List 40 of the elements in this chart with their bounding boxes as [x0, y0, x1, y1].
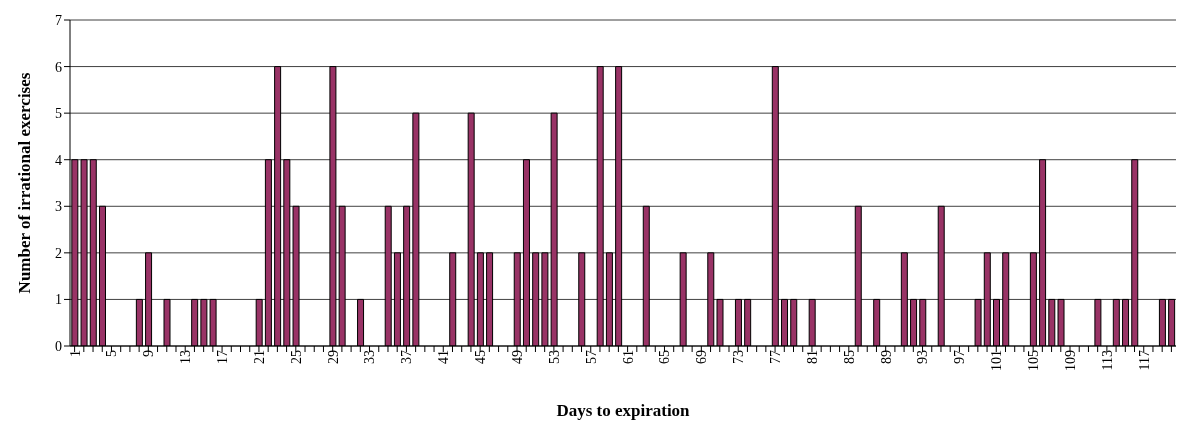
- y-axis-title: Number of irrational exercises: [15, 72, 35, 294]
- x-tick-label: 85: [841, 350, 857, 364]
- y-tick-label: 6: [55, 59, 62, 75]
- x-tick-label: 77: [768, 350, 784, 364]
- y-tick-label: 4: [55, 152, 62, 168]
- x-tick-label: 109: [1062, 350, 1078, 371]
- x-tick-label: 113: [1099, 350, 1115, 371]
- y-tick-label: 5: [55, 106, 62, 122]
- y-tick-label: 1: [55, 292, 62, 308]
- x-tick-label: 65: [657, 350, 673, 364]
- x-tick-label: 9: [141, 350, 157, 357]
- x-tick-label: 5: [104, 350, 120, 357]
- x-tick-label: 93: [915, 350, 931, 364]
- x-tick-label: 73: [731, 350, 747, 364]
- x-tick-label: 89: [878, 350, 894, 364]
- y-tick-label: 2: [55, 245, 62, 261]
- x-tick-label: 1: [67, 350, 83, 357]
- x-tick-label: 29: [325, 350, 341, 364]
- x-tick-label: 53: [546, 350, 562, 364]
- x-tick-label: 17: [215, 350, 231, 364]
- x-tick-label: 81: [804, 350, 820, 364]
- x-tick-label: 101: [989, 350, 1005, 371]
- x-tick-label: 61: [620, 350, 636, 364]
- x-tick-label: 105: [1026, 350, 1042, 371]
- y-tick-label: 7: [55, 12, 62, 28]
- x-tick-label: 13: [178, 350, 194, 364]
- x-tick-label: 69: [694, 350, 710, 364]
- x-tick-label: 49: [509, 350, 525, 364]
- x-tick-label: 117: [1136, 350, 1152, 371]
- y-tick-label: 0: [55, 338, 62, 354]
- x-tick-label: 97: [952, 350, 968, 364]
- x-tick-label: 37: [399, 350, 415, 364]
- x-axis-title: Days to expiration: [556, 401, 691, 420]
- x-tick-label: 21: [251, 350, 267, 364]
- x-tick-label: 57: [583, 350, 599, 364]
- x-tick-label: 41: [436, 350, 452, 364]
- x-tick-label: 33: [362, 350, 378, 364]
- y-tick-label: 3: [55, 199, 62, 215]
- x-tick-label: 45: [473, 350, 489, 364]
- x-tick-label: 25: [288, 350, 304, 364]
